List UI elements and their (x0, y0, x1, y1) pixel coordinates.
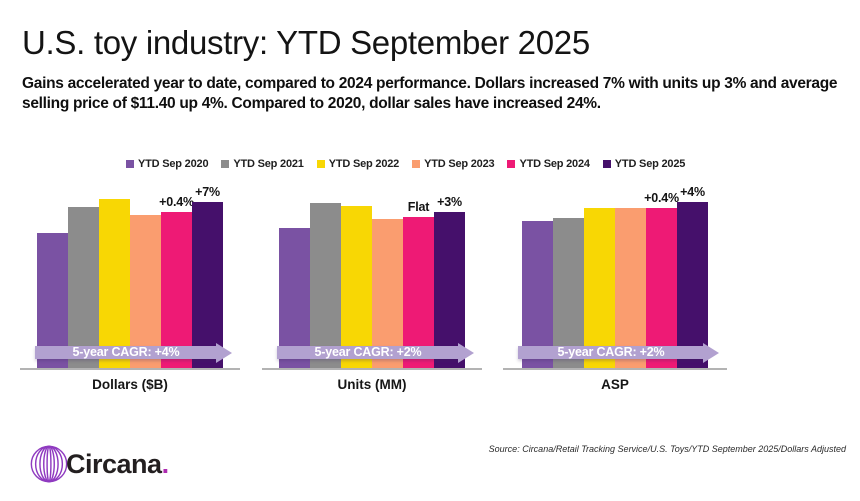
legend-swatch-icon (126, 160, 134, 168)
circana-logo: Circana. (28, 443, 169, 485)
legend-item: YTD Sep 2023 (412, 158, 495, 170)
subtitle: Gains accelerated year to date, compared… (22, 75, 838, 113)
x-axis-line (262, 368, 482, 370)
legend-swatch-icon (507, 160, 516, 168)
bar (99, 199, 130, 368)
legend-item: YTD Sep 2024 (507, 158, 590, 170)
x-axis-line (20, 368, 240, 370)
legend-item: YTD Sep 2022 (316, 158, 400, 170)
chart-group: Flat +3% 5-year CAGR: +2% Units (MM) (262, 175, 482, 392)
bar (279, 228, 310, 368)
group-label: Units (MM) (337, 377, 407, 392)
cagr-arrow: 5-year CAGR: +4% (35, 342, 232, 363)
legend-swatch-icon (602, 160, 611, 168)
legend-label: YTD Sep 2023 (424, 158, 495, 170)
bar-annotation: Flat (407, 200, 430, 214)
legend-swatch-icon (316, 160, 325, 168)
legend-swatch-icon (412, 160, 421, 168)
legend-label: YTD Sep 2021 (233, 158, 304, 170)
bar (341, 206, 372, 368)
cagr-label: 5-year CAGR: +4% (72, 344, 180, 359)
legend-label: YTD Sep 2020 (138, 158, 209, 170)
bars-row: +0.4% +4% (503, 175, 727, 368)
legend-label: YTD Sep 2025 (614, 158, 686, 170)
logo-wordmark: Circana. (66, 449, 169, 480)
logo-text: Circana (66, 448, 162, 479)
bar (615, 208, 646, 368)
page-title: U.S. toy industry: YTD September 2025 (22, 24, 590, 61)
legend-item: YTD Sep 2021 (221, 158, 304, 170)
bars-row: Flat +3% (262, 175, 482, 368)
legend-label: YTD Sep 2024 (519, 158, 590, 170)
x-axis-line (503, 368, 727, 370)
bar (37, 233, 68, 368)
bar: +3% (434, 195, 465, 368)
bar: +7% (192, 185, 223, 368)
group-label: Dollars ($B) (92, 377, 168, 392)
logo-dot: . (161, 448, 170, 479)
bar: +0.4% (644, 191, 679, 368)
cagr-arrow-head-icon (216, 342, 232, 363)
bar (130, 215, 161, 368)
bar (310, 203, 341, 368)
bars-row: +0.4% +7% (20, 175, 240, 368)
cagr-arrow-body: 5-year CAGR: +2% (518, 346, 704, 359)
cagr-arrow-body: 5-year CAGR: +2% (277, 346, 459, 359)
bar-annotation: +0.4% (644, 191, 679, 205)
chart-group: +0.4% +7% 5-year CAGR: +4% Dollars ($B) (20, 175, 240, 392)
legend-swatch-icon (221, 160, 230, 168)
cagr-arrow: 5-year CAGR: +2% (518, 342, 719, 363)
chart-group: +0.4% +4% 5-year CAGR: +2% ASP (503, 175, 727, 392)
cagr-arrow: 5-year CAGR: +2% (277, 342, 474, 363)
cagr-arrow-body: 5-year CAGR: +4% (35, 346, 217, 359)
bar-annotation: +0.4% (159, 195, 194, 209)
legend-item: YTD Sep 2025 (602, 158, 686, 170)
bar: +0.4% (159, 195, 194, 368)
cagr-label: 5-year CAGR: +2% (557, 344, 665, 359)
legend-label: YTD Sep 2022 (328, 158, 400, 170)
bar (372, 219, 403, 368)
bar-annotation: +7% (195, 185, 220, 199)
bar: +4% (677, 185, 708, 368)
bar (522, 221, 553, 368)
bar (553, 218, 584, 368)
source-text: Source: Circana/Retail Tracking Service/… (488, 444, 846, 454)
group-label: ASP (601, 377, 629, 392)
bar-annotation: +4% (680, 185, 705, 199)
bar-annotation: +3% (437, 195, 462, 209)
bar (584, 208, 615, 368)
legend: YTD Sep 2020 YTD Sep 2021 YTD Sep 2022 YTD … (126, 158, 685, 170)
bar: Flat (403, 200, 434, 368)
cagr-label: 5-year CAGR: +2% (314, 344, 422, 359)
circana-sphere-icon (30, 445, 68, 483)
cagr-arrow-head-icon (703, 342, 719, 363)
bar (68, 207, 99, 368)
legend-item: YTD Sep 2020 (126, 158, 209, 170)
cagr-arrow-head-icon (458, 342, 474, 363)
